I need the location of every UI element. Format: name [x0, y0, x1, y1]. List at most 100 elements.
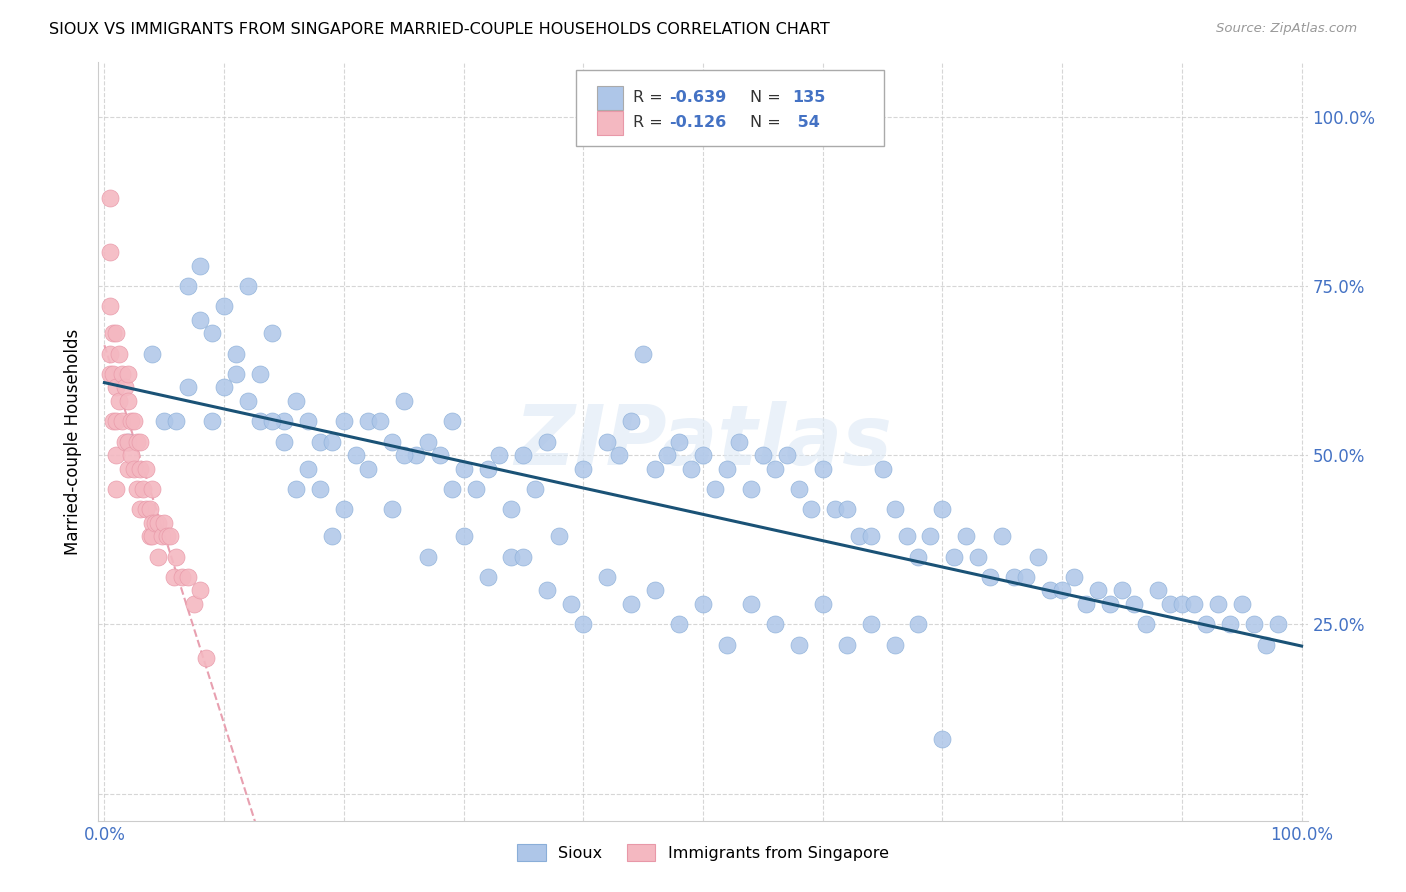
Point [1039, 583, 1062, 598]
Point [716, 638, 738, 652]
Text: -0.639: -0.639 [669, 90, 727, 105]
Point [100, 244, 122, 259]
Point [835, 502, 858, 516]
Point [100, 367, 122, 381]
Point [488, 448, 510, 462]
Point [620, 414, 643, 428]
Point [763, 617, 786, 632]
Point [1015, 570, 1038, 584]
Point [1182, 597, 1205, 611]
Point [477, 461, 499, 475]
Point [177, 570, 200, 584]
Point [100, 346, 122, 360]
Point [740, 597, 762, 611]
Point [501, 549, 523, 564]
Point [1171, 597, 1194, 611]
Point [236, 278, 259, 293]
Point [114, 434, 136, 449]
Point [967, 549, 990, 564]
Point [859, 617, 882, 632]
Point [381, 434, 404, 449]
Point [596, 570, 619, 584]
Point [117, 367, 139, 381]
Point [201, 414, 224, 428]
Point [811, 461, 834, 475]
Point [309, 434, 332, 449]
Text: 135: 135 [793, 90, 825, 105]
Point [848, 529, 870, 543]
Point [1267, 617, 1289, 632]
Point [896, 529, 918, 543]
Point [117, 434, 139, 449]
Point [120, 414, 142, 428]
Point [100, 191, 122, 205]
Point [572, 617, 595, 632]
Point [453, 461, 475, 475]
Point [129, 434, 152, 449]
Point [273, 414, 295, 428]
Point [692, 597, 714, 611]
Point [111, 367, 134, 381]
Point [107, 393, 129, 408]
Point [177, 380, 200, 394]
Point [704, 482, 727, 496]
Point [148, 549, 170, 564]
Point [141, 482, 163, 496]
Point [188, 583, 211, 598]
Point [165, 414, 187, 428]
Point [740, 482, 762, 496]
Point [129, 502, 152, 516]
Point [811, 597, 834, 611]
Point [464, 482, 486, 496]
Point [159, 529, 181, 543]
Point [107, 346, 129, 360]
Point [1147, 583, 1170, 598]
Point [183, 597, 205, 611]
Point [153, 414, 176, 428]
Point [273, 434, 295, 449]
Point [883, 638, 905, 652]
Point [752, 448, 775, 462]
Point [284, 482, 307, 496]
Point [907, 549, 929, 564]
Point [249, 367, 271, 381]
Point [392, 393, 415, 408]
Point [512, 448, 534, 462]
Point [321, 529, 343, 543]
Point [260, 414, 283, 428]
Point [333, 502, 356, 516]
Point [1002, 570, 1025, 584]
Point [139, 502, 162, 516]
Point [1219, 617, 1241, 632]
Point [141, 346, 163, 360]
Point [1074, 597, 1097, 611]
Point [859, 529, 882, 543]
Point [644, 461, 666, 475]
Point [105, 448, 128, 462]
Point [453, 529, 475, 543]
Point [872, 461, 894, 475]
Point [440, 482, 463, 496]
Point [644, 583, 666, 598]
Point [101, 326, 124, 341]
Point [776, 448, 799, 462]
Point [596, 434, 619, 449]
Point [165, 549, 187, 564]
Point [297, 414, 319, 428]
Point [163, 570, 186, 584]
Point [120, 448, 142, 462]
Point [249, 414, 271, 428]
Point [188, 259, 211, 273]
Point [668, 434, 690, 449]
Point [1026, 549, 1049, 564]
Point [381, 502, 404, 516]
Point [357, 414, 380, 428]
Point [620, 597, 643, 611]
Point [1206, 597, 1229, 611]
Point [512, 549, 534, 564]
Text: R =: R = [633, 115, 668, 130]
Point [101, 367, 124, 381]
Point [655, 448, 678, 462]
Point [763, 461, 786, 475]
Point [105, 414, 128, 428]
